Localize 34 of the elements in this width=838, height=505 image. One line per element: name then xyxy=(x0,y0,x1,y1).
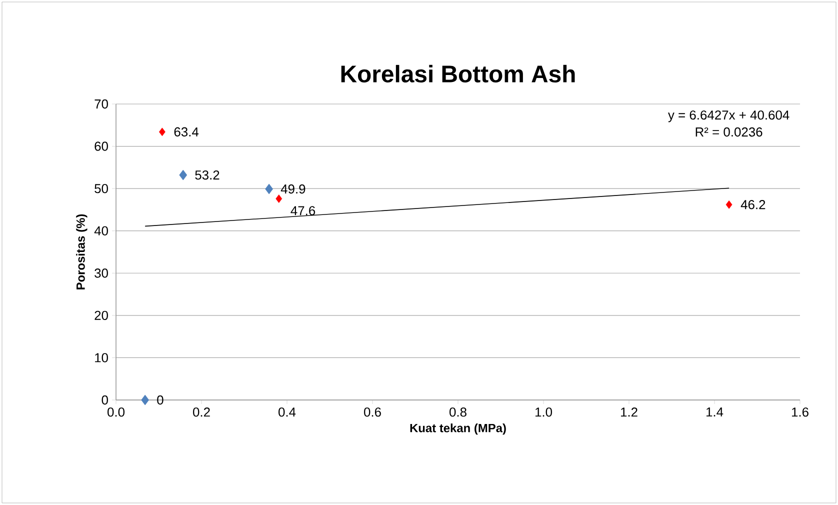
data-label: 49.9 xyxy=(280,184,306,194)
y-tick-label: 70 xyxy=(94,99,108,109)
x-axis-title: Kuat tekan (MPa) xyxy=(410,424,506,435)
point xyxy=(179,170,188,180)
y-tick-label: 30 xyxy=(94,268,108,278)
x-tick-label: 0.8 xyxy=(450,408,466,417)
y-tick-label: 10 xyxy=(95,353,108,362)
point xyxy=(141,394,150,406)
point xyxy=(276,194,282,203)
x-tick-label: 0.0 xyxy=(108,408,125,417)
annotation: y = 6.6427x + 40.604 xyxy=(668,110,790,122)
data-label: 47.6 xyxy=(290,206,316,216)
data-label: 63.4 xyxy=(174,127,199,136)
y-tick-label: 50 xyxy=(94,184,108,194)
point xyxy=(726,200,732,209)
x-tick-label: 1.0 xyxy=(535,408,552,417)
y-tick-label: 20 xyxy=(94,310,108,320)
x-tick-label: 1.6 xyxy=(792,408,808,417)
x-tick-label: 1.2 xyxy=(620,408,638,417)
data-label: 46.2 xyxy=(740,200,766,210)
annotation: R² = 0.0236 xyxy=(696,127,762,137)
y-tick-label: 0 xyxy=(102,395,108,405)
chart-title: Korelasi Bottom Ash xyxy=(341,64,575,82)
x-tick-label: 0.6 xyxy=(364,408,381,417)
data-label: 53.2 xyxy=(195,170,220,180)
x-tick-label: 1.4 xyxy=(706,408,724,416)
y-axis-title: Porositas (%) xyxy=(76,214,88,290)
x-tick-label: 0.2 xyxy=(193,408,210,417)
point xyxy=(265,184,274,194)
y-tick-label: 40 xyxy=(94,226,108,236)
point xyxy=(158,128,166,136)
y-tick-label: 60 xyxy=(94,142,108,151)
x-tick-label: 0.4 xyxy=(278,408,296,417)
data-label: 0 xyxy=(157,395,164,405)
